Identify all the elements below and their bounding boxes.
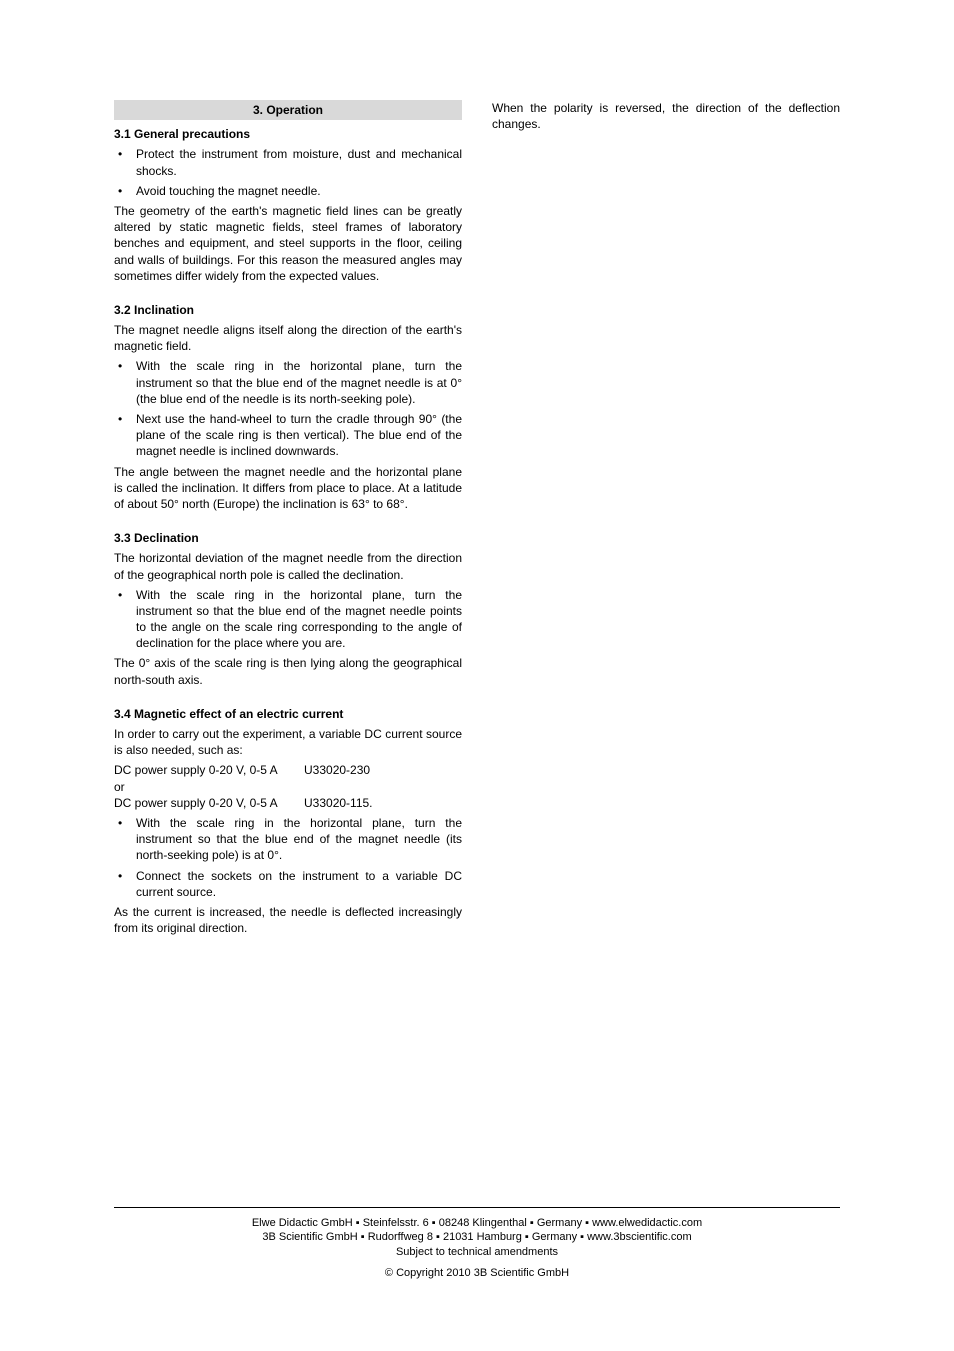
list-item: With the scale ring in the horizontal pl… xyxy=(114,587,462,652)
supply-row-1: DC power supply 0-20 V, 0-5 A U33020-230 xyxy=(114,762,462,778)
list-item: Next use the hand-wheel to turn the crad… xyxy=(114,411,462,460)
footer: Elwe Didactic GmbH ▪ Steinfelsstr. 6 ▪ 0… xyxy=(114,1207,840,1281)
supply-row-2: DC power supply 0-20 V, 0-5 A U33020-115… xyxy=(114,795,462,811)
supply-label: DC power supply 0-20 V, 0-5 A xyxy=(114,762,304,778)
subheading-3-2: 3.2 Inclination xyxy=(114,302,462,318)
right-column: When the polarity is reversed, the direc… xyxy=(492,100,840,940)
list-item: Avoid touching the magnet needle. xyxy=(114,183,462,199)
columns: 3. Operation 3.1 General precautions Pro… xyxy=(114,100,840,940)
supply-code: U33020-230 xyxy=(304,762,370,778)
supply-label: DC power supply 0-20 V, 0-5 A xyxy=(114,795,304,811)
paragraph: As the current is increased, the needle … xyxy=(114,904,462,936)
paragraph: When the polarity is reversed, the direc… xyxy=(492,100,840,132)
subheading-3-4: 3.4 Magnetic effect of an electric curre… xyxy=(114,706,462,722)
paragraph: The horizontal deviation of the magnet n… xyxy=(114,550,462,582)
or-text: or xyxy=(114,779,462,795)
paragraph: The geometry of the earth's magnetic fie… xyxy=(114,203,462,284)
footer-line: Elwe Didactic GmbH ▪ Steinfelsstr. 6 ▪ 0… xyxy=(114,1216,840,1231)
list-item: Connect the sockets on the instrument to… xyxy=(114,868,462,900)
list-item: With the scale ring in the horizontal pl… xyxy=(114,815,462,864)
paragraph: In order to carry out the experiment, a … xyxy=(114,726,462,758)
subheading-3-3: 3.3 Declination xyxy=(114,530,462,546)
bullet-list-3-4: With the scale ring in the horizontal pl… xyxy=(114,815,462,900)
bullet-list-3-1: Protect the instrument from moisture, du… xyxy=(114,146,462,199)
paragraph: The magnet needle aligns itself along th… xyxy=(114,322,462,354)
left-column: 3. Operation 3.1 General precautions Pro… xyxy=(114,100,462,940)
paragraph: The angle between the magnet needle and … xyxy=(114,464,462,513)
supply-code: U33020-115. xyxy=(304,795,373,811)
page: 3. Operation 3.1 General precautions Pro… xyxy=(0,0,954,1351)
footer-line: Subject to technical amendments xyxy=(114,1245,840,1260)
footer-line: 3B Scientific GmbH ▪ Rudorffweg 8 ▪ 2103… xyxy=(114,1230,840,1245)
list-item: Protect the instrument from moisture, du… xyxy=(114,146,462,178)
bullet-list-3-3: With the scale ring in the horizontal pl… xyxy=(114,587,462,652)
paragraph: The 0° axis of the scale ring is then ly… xyxy=(114,655,462,687)
section-header-operation: 3. Operation xyxy=(114,100,462,120)
list-item: With the scale ring in the horizontal pl… xyxy=(114,358,462,407)
subheading-3-1: 3.1 General precautions xyxy=(114,126,462,142)
footer-copyright: © Copyright 2010 3B Scientific GmbH xyxy=(114,1266,840,1281)
bullet-list-3-2: With the scale ring in the horizontal pl… xyxy=(114,358,462,459)
